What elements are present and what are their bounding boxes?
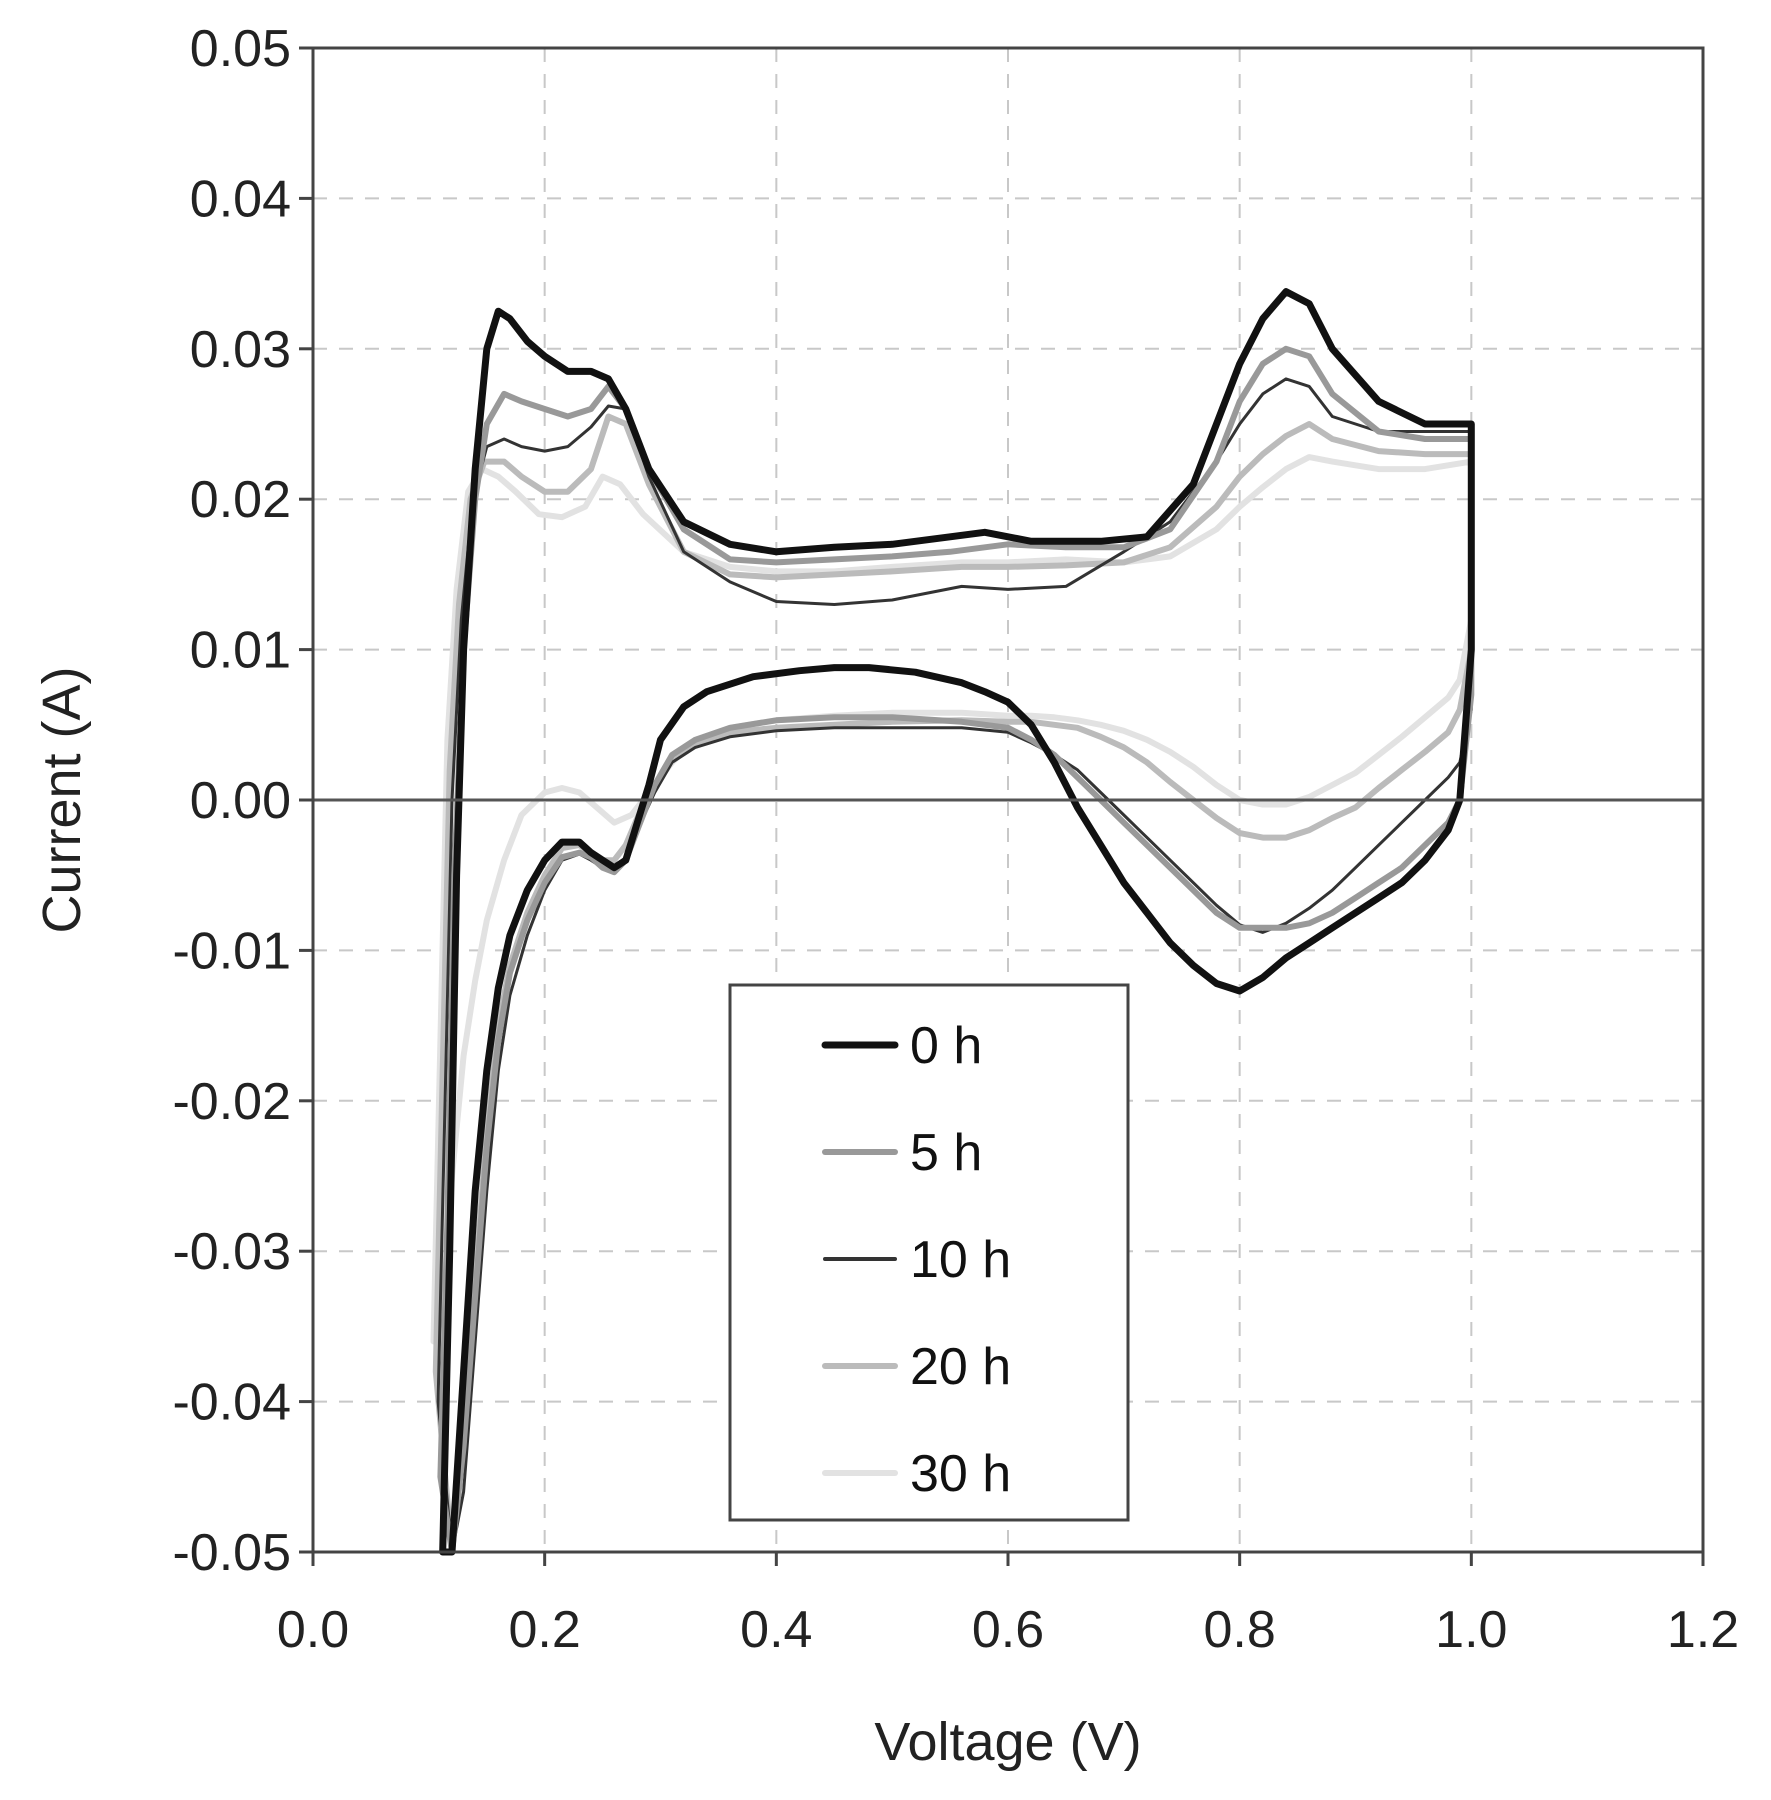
y-tick-label: -0.02 [172,1073,291,1131]
y-tick-label: 0.01 [190,622,291,680]
series-line-30h [430,454,1475,1345]
x-tick-label: 0.4 [740,1601,812,1659]
y-tick-label: -0.04 [172,1374,291,1432]
x-tick-label: 1.2 [1667,1601,1739,1659]
legend-label: 5 h [910,1124,982,1182]
y-tick-label: 0.03 [190,321,291,379]
y-tick-label: 0.04 [190,170,291,228]
y-tick-label: -0.03 [172,1223,291,1281]
x-tick-label: 0.6 [972,1601,1044,1659]
series-group [430,288,1475,1556]
legend: 0 h 5 h 10 h 20 h 30 h [728,983,1130,1522]
y-tick-label: 0.00 [190,772,291,830]
y-axis-title: Current (A) [32,666,92,933]
y-tick-label: -0.05 [172,1524,291,1582]
x-axis: 0.0 0.2 0.4 0.6 0.8 1.0 1.2 [277,1552,1739,1659]
x-tick-label: 0.0 [277,1601,349,1659]
legend-label: 0 h [910,1017,982,1075]
x-tick-label: 0.8 [1204,1601,1276,1659]
x-tick-label: 1.0 [1435,1601,1507,1659]
x-axis-title: Voltage (V) [874,1712,1141,1772]
series-line-0h [439,288,1475,1556]
legend-box [728,983,1130,1522]
legend-label: 10 h [910,1231,1011,1289]
y-tick-label: 0.02 [190,471,291,529]
y-tick-label: -0.01 [172,922,291,980]
y-tick-label: 0.05 [190,20,291,78]
series-line-20h [432,413,1475,1555]
x-tick-label: 0.2 [509,1601,581,1659]
y-axis: 0.05 0.04 0.03 0.02 0.01 0.00 -0.01 -0.02 -0.03 -… [172,20,313,1582]
legend-label: 20 h [910,1338,1011,1396]
legend-label: 30 h [910,1445,1011,1503]
